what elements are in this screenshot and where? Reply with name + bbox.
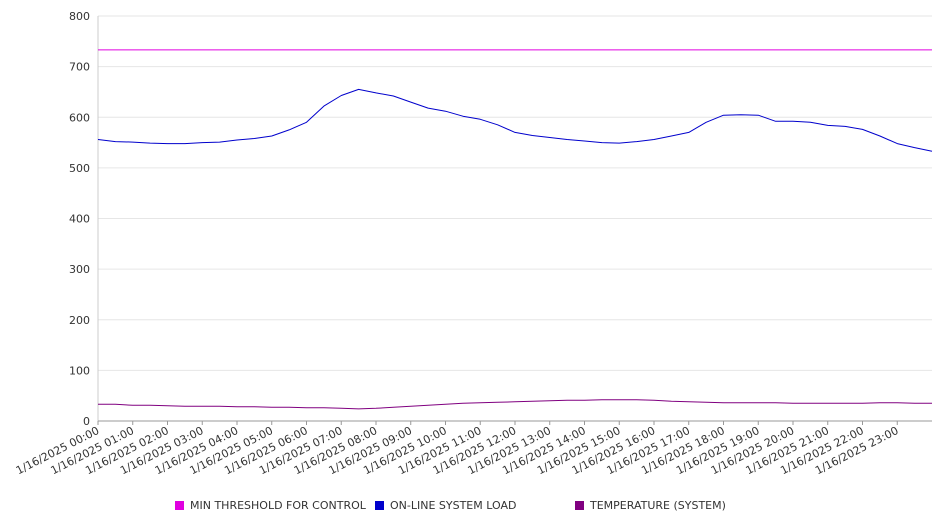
legend-label: TEMPERATURE (SYSTEM) — [590, 498, 726, 512]
legend-label: MIN THRESHOLD FOR CONTROL — [190, 498, 366, 512]
series-lines — [97, 49, 933, 410]
legend-item-min-threshold: MIN THRESHOLD FOR CONTROL — [175, 498, 366, 512]
series-line-temperature — [98, 399, 932, 410]
legend-item-system-load: ON-LINE SYSTEM LOAD — [375, 498, 516, 512]
gridlines — [98, 15, 932, 371]
legend-label: ON-LINE SYSTEM LOAD — [390, 498, 517, 512]
y-tick-label: 300 — [69, 263, 90, 276]
y-tick-label: 0 — [83, 415, 90, 428]
y-tick-label: 500 — [69, 162, 90, 175]
x-axis-tick-labels: 1/16/2025 00:001/16/2025 01:001/16/2025 … — [14, 421, 901, 477]
y-tick-label: 100 — [69, 364, 90, 377]
y-tick-label: 600 — [69, 111, 90, 124]
series-line-system-load — [97, 88, 933, 152]
y-tick-label: 200 — [69, 314, 90, 327]
y-tick-label: 800 — [69, 10, 90, 23]
y-tick-label: 700 — [69, 61, 90, 74]
legend-swatch — [575, 500, 584, 510]
legend-swatch — [375, 500, 384, 510]
legend-swatch — [175, 500, 184, 510]
legend-item-temperature: TEMPERATURE (SYSTEM) — [575, 498, 726, 512]
y-tick-label: 400 — [69, 213, 90, 226]
y-axis-tick-labels: 0 100 200 300 400 500 600 700 800 — [69, 10, 90, 428]
